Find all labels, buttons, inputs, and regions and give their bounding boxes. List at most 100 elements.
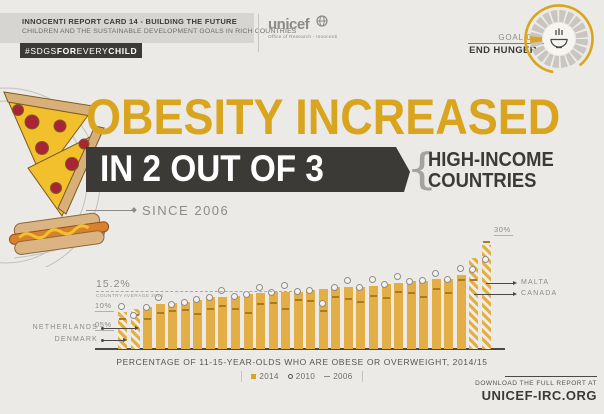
hashtag-segment: CHILD	[108, 46, 138, 56]
headline-line3: HIGH-INCOME COUNTRIES	[428, 149, 554, 192]
axis-tick-10%: 10%	[95, 301, 114, 312]
axis-tick-05%: 05%	[95, 320, 114, 331]
bowl-icon	[550, 28, 568, 49]
marker-2006-dash	[432, 288, 440, 291]
headline-line2: IN 2 OUT OF 3	[100, 148, 324, 189]
legend-divider	[361, 371, 363, 382]
marker-2006-dash	[470, 278, 478, 281]
chart-baseline	[95, 348, 505, 350]
marker-2006-dash	[420, 295, 428, 298]
callout-arrow-icon	[122, 338, 127, 342]
marker-2010-circle	[130, 312, 138, 320]
axis-tick-30%: 30%	[494, 225, 513, 236]
callout-line	[486, 283, 513, 284]
marker-2010-circle	[155, 294, 163, 302]
sdg-goal-wheel-icon	[524, 4, 594, 74]
marker-2010-circle	[406, 278, 414, 286]
marker-2006-dash	[382, 296, 390, 299]
marker-2006-dash	[395, 290, 403, 293]
marker-2010-circle	[168, 300, 175, 308]
marker-2006-dash	[319, 309, 327, 312]
bar-country-16	[306, 289, 316, 349]
marker-2006-dash	[206, 308, 214, 311]
marker-2006-dash	[370, 295, 377, 298]
chart-legend: 2014 2010 2006	[102, 371, 502, 382]
bar-country-12	[256, 292, 266, 349]
marker-2010-circle	[268, 289, 276, 297]
since-pointer-line	[86, 210, 132, 211]
headline-banner: IN 2 OUT OF 3	[86, 147, 410, 192]
bar-country-18	[331, 287, 341, 349]
callout-dot	[101, 327, 104, 330]
bar-country-21	[369, 285, 378, 349]
marker-2010-circle	[230, 293, 238, 300]
marker-2010-circle	[444, 275, 452, 283]
unicef-irc-link[interactable]: UNICEF-IRC.ORG	[481, 388, 597, 403]
marker-2006-dash	[257, 303, 265, 306]
hashtag-segment: FOR	[56, 46, 77, 56]
legend-item: 2010	[287, 372, 315, 381]
marker-2010-circle	[343, 277, 351, 285]
bar-country-8	[205, 297, 215, 349]
marker-2010-circle	[205, 293, 213, 301]
bar-country-13	[268, 292, 278, 349]
marker-2006-dash	[194, 313, 202, 316]
marker-2010-circle	[456, 264, 464, 272]
goal-name: END HUNGER	[469, 45, 537, 56]
bar-country-6	[180, 302, 190, 349]
hashtag-segment: #SDGS	[25, 46, 57, 56]
marker-2010-circle	[142, 304, 150, 312]
marker-2010-circle	[180, 298, 188, 306]
hashtag-badge: #SDGSFOREVERYCHILD	[20, 43, 143, 58]
average-sublabel: COUNTRY AVERAGE 2014	[96, 294, 164, 300]
download-label: DOWNLOAD THE FULL REPORT AT	[475, 380, 597, 387]
marker-2010-circle	[117, 302, 125, 310]
callout-line	[473, 294, 513, 295]
bar-country-15	[293, 291, 303, 349]
bar-country-14	[281, 291, 291, 349]
bar-country-26	[431, 279, 441, 349]
marker-2010-circle	[419, 277, 426, 285]
bar-country-17	[318, 288, 328, 349]
marker-2010-circle	[431, 269, 439, 277]
marker-2006-dash	[307, 300, 315, 303]
report-site-link[interactable]: UNICEF-IRC.ORG	[397, 388, 597, 403]
marker-2006-dash	[332, 295, 340, 298]
marker-2010-circle	[306, 286, 314, 294]
since-label: SINCE 2006	[142, 203, 230, 218]
marker-2010-circle	[218, 287, 226, 295]
marker-2006-dash	[231, 308, 239, 311]
average-dashed-line	[96, 291, 292, 293]
marker-2010-circle	[368, 275, 376, 283]
bar-country-5	[168, 303, 178, 349]
callout-arrow-icon	[513, 281, 517, 285]
brace-glyph: {	[406, 144, 438, 194]
bar-country-27	[444, 278, 454, 349]
marker-2006-dash	[282, 307, 290, 310]
callout-line	[104, 328, 136, 329]
marker-2006-dash	[156, 311, 164, 314]
marker-2010-circle	[293, 288, 301, 296]
globe-icon	[316, 15, 328, 27]
legend-label: 2006	[333, 372, 353, 381]
marker-2010-circle	[280, 281, 288, 289]
bar-country-23	[394, 282, 404, 349]
bar-MALTA	[481, 244, 491, 349]
marker-2006-dash	[357, 300, 365, 303]
footer-rule	[505, 376, 597, 377]
legend-item: 2006	[324, 372, 352, 381]
marker-2006-dash	[445, 292, 453, 295]
goal-pointer-line	[468, 43, 544, 44]
country-label-malta: MALTA	[521, 279, 550, 286]
marker-2006-dash	[407, 291, 415, 294]
bar-country-25	[419, 280, 429, 349]
marker-2010-circle	[331, 284, 339, 292]
country-label-canada: CANADA	[521, 290, 558, 297]
bar-CANADA	[469, 257, 479, 349]
marker-2006-dash	[169, 310, 177, 312]
marker-2010-circle	[255, 283, 263, 291]
bar-country-28	[456, 274, 466, 349]
legend-label: 2014	[259, 372, 279, 381]
